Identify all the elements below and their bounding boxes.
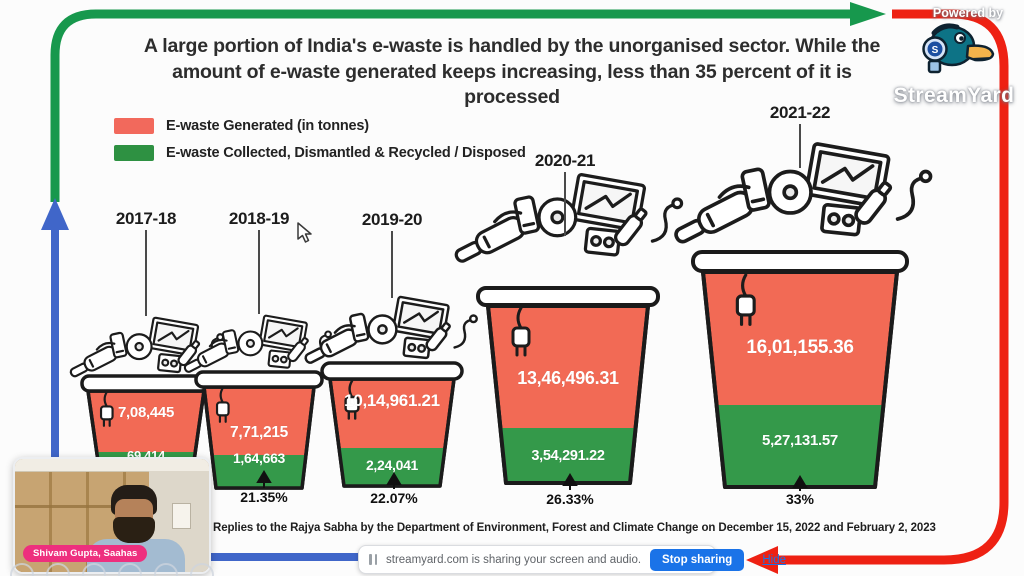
share-message: streamyard.com is sharing your screen an… [386,553,642,566]
mouse-cursor [297,222,312,243]
slide-title: A large portion of India's e-waste is ha… [143,35,881,109]
legend-generated: E-waste Generated (in tonnes) [114,118,369,134]
percent-2018-19: 21.35% [240,489,288,505]
percent-2019-20: 22.07% [370,490,418,506]
percent-2021-22: 33% [785,491,815,507]
year-label-2021-22: 2021-22 [769,103,831,122]
value-generated-2020-21: 13,46,496.31 [517,368,619,388]
value-generated-2019-20: 10,14,961.21 [344,391,440,410]
year-label-2019-20: 2019-20 [361,210,423,229]
percent-2020-21: 26.33% [546,491,594,507]
stop-sharing-button[interactable]: Stop sharing [650,548,745,571]
legend-collected: E-waste Collected, Dismantled & Recycled… [114,145,526,161]
duck-logo-letter: S [932,45,939,56]
ewaste-bin-2021-22 [669,141,933,489]
value-collected-2018-19: 1,64,663 [232,450,286,466]
green-arrow [50,2,886,202]
stream-control-buttons[interactable] [10,563,214,576]
legend-label-collected: E-waste Collected, Dismantled & Recycled… [166,145,526,161]
powered-by-label: Powered by [932,6,1004,20]
year-label-2020-21: 2020-21 [534,151,596,170]
legend-swatch-generated [114,118,154,134]
ewaste-bin-2018-19 [181,314,332,490]
wall-poster [172,503,191,529]
streamyard-duck-icon: S [922,23,995,74]
value-collected-2021-22: 5,27,131.57 [762,432,838,449]
value-generated-2021-22: 16,01,155.36 [746,337,854,358]
hide-link[interactable]: Hide [762,553,786,566]
screen-share-bar: streamyard.com is sharing your screen an… [358,545,786,574]
value-generated-2017-18: 7,08,445 [118,404,174,421]
year-label-2018-19: 2018-19 [228,209,290,228]
webcam-name-tag: Shivam Gupta, Saahas [23,545,148,562]
value-generated-2018-19: 7,71,215 [230,424,288,441]
ewaste-bin-2020-21 [450,172,684,485]
red-arrow [746,9,1009,574]
year-label-2017-18: 2017-18 [115,209,177,228]
source-text: Replies to the Rajya Sabha by the Depart… [213,522,936,534]
legend-swatch-collected [114,145,154,161]
streamyard-wordmark: StreamYard [893,84,1015,107]
ewaste-bin-2019-20 [301,295,478,488]
legend-label-generated: E-waste Generated (in tonnes) [166,118,369,134]
person-beard [113,517,155,543]
share-indicator-icon [369,554,377,565]
value-collected-2019-20: 2,24,041 [365,457,419,473]
value-collected-2020-21: 3,54,291.22 [531,448,605,464]
webcam-overlay: Shivam Gupta, Saahas [13,457,211,574]
